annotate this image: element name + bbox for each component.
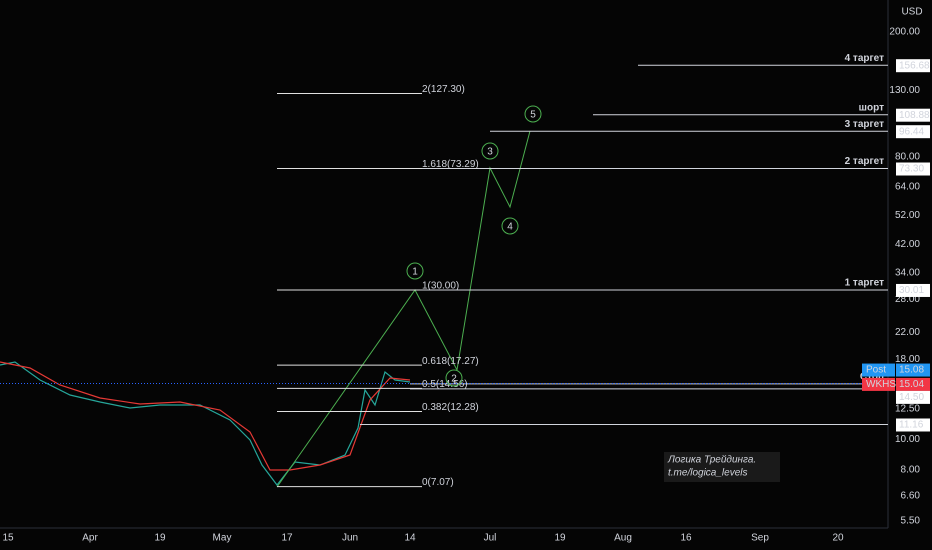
wave-label: 5 xyxy=(530,110,536,121)
price-tick-label: 5.50 xyxy=(901,515,921,526)
price-box-label: 30.01 xyxy=(899,285,924,296)
price-tick-label: 52.00 xyxy=(895,210,920,221)
fib-label: 1.618(73.29) xyxy=(422,159,479,170)
time-tick-label: 19 xyxy=(154,533,166,544)
price-box-label: 108.88 xyxy=(899,110,930,121)
time-tick-label: Jul xyxy=(484,533,497,544)
price-tick-label: 28.00 xyxy=(895,294,920,305)
wave-circle xyxy=(501,217,519,235)
price-tick-label: 22.00 xyxy=(895,327,920,338)
price-tick-label: 34.00 xyxy=(895,268,920,279)
price-box-label: 73.30 xyxy=(899,164,924,175)
price-tick-label: 6.60 xyxy=(901,491,921,502)
price-tag-label: WKHS xyxy=(866,379,896,390)
price-box-label: 15.08 xyxy=(899,365,924,376)
price-box xyxy=(896,390,930,404)
wave-label: 4 xyxy=(507,222,513,233)
price-tick-label: 130.00 xyxy=(889,85,920,96)
price-tick-label: 64.00 xyxy=(895,182,920,193)
price-box xyxy=(896,377,930,391)
time-tick-label: 17 xyxy=(281,533,293,544)
wave-circle xyxy=(406,262,424,280)
target-label: Стоп xyxy=(860,372,884,383)
price-tick-label: 10.00 xyxy=(895,434,920,445)
fib-label: 1(30.00) xyxy=(422,281,459,292)
target-label: 1 таргет xyxy=(845,278,885,289)
price-box xyxy=(896,162,930,176)
time-tick-label: Apr xyxy=(82,533,98,544)
price-line xyxy=(0,361,411,486)
fib-label: 0(7.07) xyxy=(422,477,454,488)
wave-path xyxy=(276,130,531,488)
ma-line xyxy=(0,361,411,471)
wave-label: 3 xyxy=(487,147,493,158)
price-tick-label: 42.00 xyxy=(895,239,920,250)
price-tick-label: 80.00 xyxy=(895,151,920,162)
wave-circle xyxy=(445,369,463,387)
time-tick-label: May xyxy=(213,533,232,544)
target-label: 4 таргет xyxy=(845,53,885,64)
price-box-label: 156.68 xyxy=(899,60,930,71)
price-box xyxy=(896,59,930,73)
price-box-label: 11.16 xyxy=(899,420,924,431)
fib-label: 0.5(14.56) xyxy=(422,379,468,390)
time-tick-label: Jun xyxy=(342,533,358,544)
price-tick-label: 12.50 xyxy=(895,404,920,415)
wave-circle xyxy=(524,105,542,123)
watermark-box xyxy=(664,452,780,482)
wave-label: 2 xyxy=(451,374,457,385)
time-tick-label: 19 xyxy=(554,533,566,544)
time-tick-label: 20 xyxy=(832,533,844,544)
price-box-label: 14.50 xyxy=(899,392,924,403)
price-tag xyxy=(862,363,895,377)
price-tick-label: 18.00 xyxy=(895,354,920,365)
time-tick-label: 16 xyxy=(680,533,692,544)
time-tick-label: 15 xyxy=(2,533,14,544)
price-box xyxy=(896,125,930,139)
price-tag-label: Post xyxy=(866,365,886,376)
fib-label: 0.382(12.28) xyxy=(422,402,479,413)
price-box-label: 15.04 xyxy=(899,379,924,390)
price-box xyxy=(896,363,930,377)
fib-label: 0.618(17.27) xyxy=(422,356,479,367)
price-box-label: 96.44 xyxy=(899,126,924,137)
price-box xyxy=(896,283,930,297)
wave-circle xyxy=(481,142,499,160)
price-box xyxy=(896,108,930,122)
target-label: шорт xyxy=(859,102,884,113)
watermark-line: t.me/logica_levels xyxy=(668,468,747,479)
wave-label: 1 xyxy=(412,267,418,278)
time-tick-label: Aug xyxy=(614,533,632,544)
time-tick-label: Sep xyxy=(751,533,769,544)
price-tick-label: 8.00 xyxy=(901,464,921,475)
price-box xyxy=(896,418,930,432)
target-label: 2 таргет xyxy=(845,156,885,167)
watermark-line: Логика Трейдинга. xyxy=(667,455,756,466)
watermark: Логика Трейдинга. t.me/logica_levels xyxy=(664,452,780,482)
currency-label: USD xyxy=(901,7,922,18)
time-tick-label: 14 xyxy=(404,533,416,544)
price-tick-label: 200.00 xyxy=(889,27,920,38)
fib-label: 2(127.30) xyxy=(422,84,465,95)
target-label: 3 таргет xyxy=(845,119,885,130)
price-tag xyxy=(862,377,895,391)
